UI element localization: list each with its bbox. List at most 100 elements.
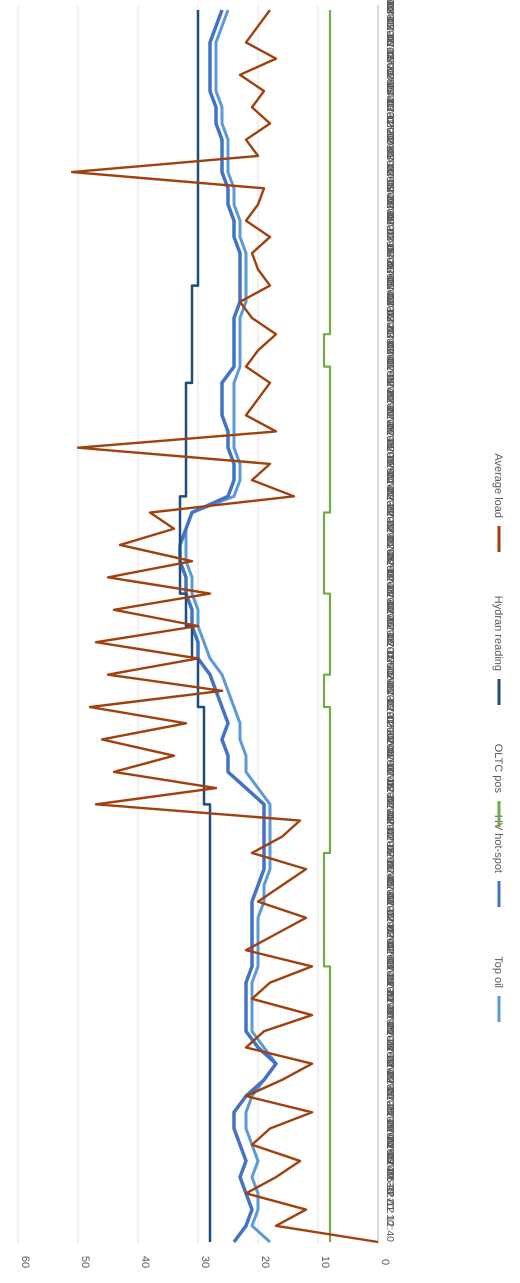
category-tick-label: 2017-02-02 08:40 <box>384 900 396 983</box>
category-tick-label: 2017-02-22 01:00 <box>384 478 396 561</box>
category-tick-label: 2017-03-06 03:40 <box>384 219 396 302</box>
category-tick-label: 2017-02-04 15:10 <box>384 851 396 934</box>
category-tick-label: 2017-02-12 23:00 <box>384 673 396 756</box>
category-tick-label: 2017-03-14 11:30 <box>384 41 396 123</box>
legend-entry: Top oil <box>492 956 504 1022</box>
category-tick-label: 2017-01-31 02:10 <box>384 948 396 1031</box>
category-tick-label: 2017-02-12 04:50 <box>384 689 396 772</box>
category-tick-label: 2017-02-15 23:40 <box>384 608 396 691</box>
legend-entry: HV hot-spot <box>492 815 504 907</box>
category-tick-label: 2017-03-01 14:40 <box>384 316 396 399</box>
category-tick-label: 2017-03-12 23:10 <box>384 73 396 156</box>
category-tick-label: 2017-03-19 00:30 <box>384 0 396 26</box>
category-tick-label: 2017-01-25 00:50 <box>384 1078 396 1161</box>
category-tick-label: 2017-03-10 16:40 <box>384 122 396 205</box>
category-tick-label: 2017-02-18 06:10 <box>384 559 396 642</box>
legend-entry: Average load <box>492 453 504 552</box>
category-tick-label: 2017-03-15 23:50 <box>384 8 396 91</box>
value-tick-label: 40 <box>139 1256 151 1268</box>
category-tick-label: 2017-02-19 00:20 <box>384 543 396 626</box>
legend-label: OLTC pos <box>492 744 504 794</box>
value-tick-label: 60 <box>19 1256 31 1268</box>
category-tick-label: 2017-01-25 19:00 <box>384 1062 396 1145</box>
value-tick-label: 10 <box>319 1256 331 1268</box>
series-line-hydran-reading <box>178 10 212 1242</box>
category-tick-label: 2017-01-23 12:30 <box>384 1110 396 1193</box>
category-tick-label: 2017-01-31 20:20 <box>384 932 396 1015</box>
category-tick-label: 2017-02-17 12:00 <box>384 576 396 659</box>
category-tick-label: 2017-03-06 21:50 <box>384 203 396 286</box>
category-tick-label: 2017-02-01 14:30 <box>384 916 396 999</box>
category-tick-label: 2017-02-24 07:30 <box>384 430 396 513</box>
category-tick-label: 2017-02-05 09:20 <box>384 835 396 918</box>
legend-entry: OLTC pos <box>492 744 504 827</box>
series-lines <box>70 9 379 1244</box>
category-tick-label: 2017-02-22 19:10 <box>384 462 396 545</box>
category-tick-label: 2017-03-03 21:10 <box>384 268 396 351</box>
category-tick-label: 2017-01-24 06:40 <box>384 1094 396 1177</box>
category-tick-label: 2017-03-19 18:40 <box>384 0 396 10</box>
category-tick-label: 2017-01-26 13:10 <box>384 1046 396 1129</box>
value-tick-label: 50 <box>79 1256 91 1268</box>
category-tick-label: 2017-02-28 02:20 <box>384 349 396 432</box>
legend-entry: Hydran reading <box>492 596 504 705</box>
category-tick-label: 2017-02-25 01:40 <box>384 413 396 496</box>
category-tick-label: 2017-03-15 05:40 <box>384 24 396 107</box>
category-tick-label: 2017-02-23 13:20 <box>384 446 396 529</box>
category-tick-label: 2017-02-06 21:40 <box>384 802 396 885</box>
category-tick-label: 2017-02-03 02:50 <box>384 884 396 967</box>
category-tick-label: 2017-02-21 06:50 <box>384 494 396 577</box>
category-tick-label: 2017-03-11 10:50 <box>384 106 396 188</box>
category-tick-label: 2017-03-13 17:20 <box>384 57 396 140</box>
category-tick-label: 2017-01-29 13:50 <box>384 981 396 1064</box>
category-tick-label: 2017-02-11 10:40 <box>384 706 396 788</box>
category-tick-label: 2017-03-09 04:20 <box>384 154 396 237</box>
category-tick-label: 2017-03-02 08:50 <box>384 300 396 383</box>
category-tick-label: 2017-02-10 16:30 <box>384 721 396 804</box>
category-tick-label: 2017-02-09 04:10 <box>384 754 396 837</box>
category-tick-label: 2017-01-28 01:30 <box>384 1013 396 1096</box>
category-tick-label: 2017-03-18 06:20 <box>384 0 396 43</box>
value-tick-label: 0 <box>379 1259 391 1265</box>
category-tick-label: 2017-03-07 16:00 <box>384 186 396 269</box>
category-tick-label: 2017-03-16 18:00 <box>384 0 396 75</box>
category-tick-label: 2016-12-12 12:40 <box>384 1159 396 1242</box>
category-tick-label: 2017-02-26 14:00 <box>384 381 396 464</box>
axes: 0 10 20 30 40 50 60 2016-12-12 12:402017-01-22 … <box>19 0 396 1268</box>
value-tick-label: 30 <box>199 1256 211 1268</box>
category-tick-label: 2017-01-28 19:40 <box>384 997 396 1080</box>
category-tick-label: 2017-01-22 01:10 <box>384 1143 396 1226</box>
category-tick-label: 2017-02-15 05:30 <box>384 624 396 707</box>
legend-label: Average load <box>492 453 504 518</box>
category-tick-label: 2017-02-14 11:20 <box>384 641 396 723</box>
category-tick-label: 2017-02-13 17:10 <box>384 657 396 740</box>
category-tick-label: 2017-01-27 07:20 <box>384 1029 396 1112</box>
legend-label: Top oil <box>492 956 504 988</box>
legend-label: Hydran reading <box>492 596 504 671</box>
category-tick-label: 2017-02-16 17:50 <box>384 592 396 675</box>
category-tick-label: 2017-02-19 18:30 <box>384 527 396 610</box>
category-tick-label: 2017-02-07 15:50 <box>384 786 396 869</box>
category-tick-label: 2017-01-30 08:00 <box>384 965 396 1048</box>
category-tick-label: 2017-02-28 20:30 <box>384 332 396 415</box>
category-tick-label: 2017-02-27 08:10 <box>384 365 396 448</box>
value-tick-label: 20 <box>259 1256 271 1268</box>
category-tick-label: 2017-03-04 15:20 <box>384 251 396 334</box>
legend-label: HV hot-spot <box>492 815 504 873</box>
category-tick-label: 2017-03-17 12:10 <box>384 0 396 59</box>
category-tick-label: 2017-02-08 10:00 <box>384 770 396 853</box>
category-tick-label: 2017-03-05 09:30 <box>384 235 396 318</box>
category-tick-label: 2017-02-25 19:50 <box>384 397 396 480</box>
series-line-average-load <box>70 9 379 1244</box>
category-tick-label: 2017-03-08 10:10 <box>384 170 396 253</box>
category-tick-label: 2017-02-06 03:30 <box>384 819 396 902</box>
category-tick-label: 2017-02-09 22:20 <box>384 738 396 821</box>
category-tick-label: 2017-03-12 05:00 <box>384 89 396 172</box>
legend: Top oil HV hot-spot OLTC pos Hydran reading… <box>492 453 504 1022</box>
category-tick-label: 2017-03-03 03:00 <box>384 284 396 367</box>
category-tick-label: 2017-03-09 22:30 <box>384 138 396 221</box>
category-tick-label: 2017-01-22 18:20 <box>384 1127 396 1210</box>
series-line-oltc-pos <box>322 10 332 1242</box>
